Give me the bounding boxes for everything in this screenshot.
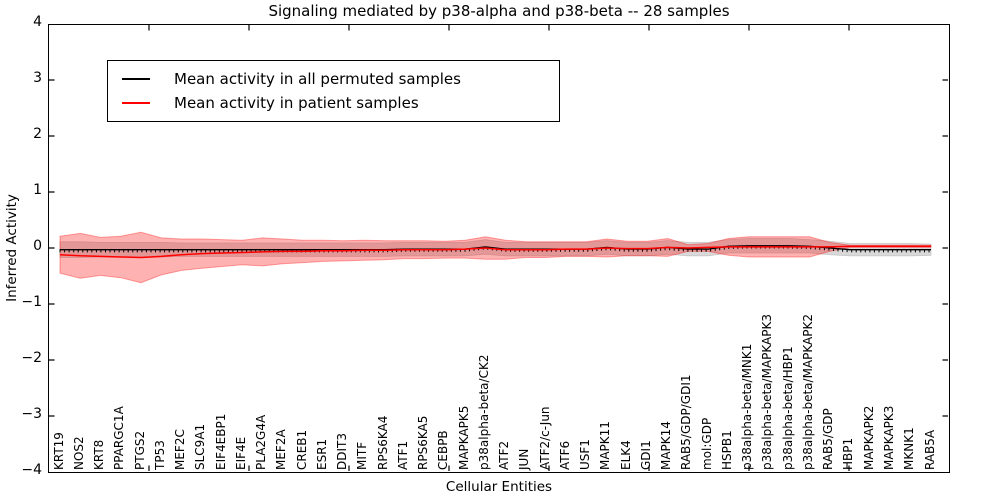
x-tick-label: p38alpha-beta/MNK1 <box>740 343 755 470</box>
x-tick-label: PPARGC1A <box>112 406 127 470</box>
x-tick-label: USF1 <box>578 439 593 470</box>
patient-line-swatch <box>122 102 150 104</box>
x-tick-label: MKNK1 <box>902 427 917 470</box>
x-tick-label: CREB1 <box>294 429 309 470</box>
x-tick-label: ATF2/c-Jun <box>537 406 552 470</box>
legend-label-permuted: Mean activity in all permuted samples <box>174 70 461 88</box>
x-tick-label: CEBPB <box>436 430 451 470</box>
x-tick-label: MEF2C <box>173 429 188 470</box>
x-tick-label: TP53 <box>152 440 167 470</box>
legend: Mean activity in all permuted samples Me… <box>107 60 560 122</box>
legend-item-patient: Mean activity in patient samples <box>108 94 559 112</box>
x-tick-label: KRT19 <box>51 432 66 470</box>
x-tick-label: MEF2A <box>274 429 289 470</box>
y-tick-label: 2 <box>33 126 42 142</box>
x-tick-label: SLC9A1 <box>193 423 208 470</box>
x-tick-label: EIF4E <box>233 436 248 470</box>
y-tick-label: −3 <box>21 406 42 422</box>
y-tick-label: −2 <box>21 350 42 366</box>
x-tick-label: PLA2G4A <box>254 414 269 470</box>
patient-mean-line <box>59 245 931 259</box>
x-tick-label: ATF6 <box>557 440 572 470</box>
x-tick-label: MAPKAPK5 <box>456 405 471 470</box>
x-tick-label: JUN <box>517 448 532 470</box>
x-tick-label: RPS6KA5 <box>416 415 431 470</box>
x-tick-label: PTGS2 <box>132 430 147 470</box>
axis-tick-marks <box>49 25 948 471</box>
x-tick-label: MAPK14 <box>659 421 674 470</box>
y-tick-label: 0 <box>33 238 42 254</box>
x-tick-label: p38alpha-beta/CK2 <box>476 354 491 470</box>
x-tick-label: HBP1 <box>841 437 856 470</box>
x-tick-label: ATF2 <box>497 440 512 470</box>
x-tick-label: p38alpha-beta/MAPKAPK2 <box>800 314 815 470</box>
y-tick-label: −1 <box>21 294 42 310</box>
x-tick-label: MAPKAPK3 <box>881 405 896 470</box>
y-tick-label: 4 <box>33 14 42 30</box>
x-tick-label: KRT8 <box>92 439 106 470</box>
x-tick-label: mol:GDP <box>699 417 714 470</box>
x-axis-label: Cellular Entities <box>445 479 553 495</box>
x-tick-label: RAB5/GDP <box>821 408 836 470</box>
x-tick-label: p38alpha-beta/MAPKAPK3 <box>760 314 775 470</box>
x-tick-label: HSPB1 <box>719 430 734 470</box>
legend-label-patient: Mean activity in patient samples <box>174 94 419 112</box>
x-tick-label: ESR1 <box>314 438 329 470</box>
permuted-line-swatch <box>122 78 150 80</box>
x-tick-label: EIF4EBP1 <box>213 413 228 470</box>
y-tick-label: −4 <box>21 462 42 478</box>
x-tick-label: MITF <box>355 441 370 470</box>
x-tick-label: MAPK11 <box>598 421 613 470</box>
x-tick-label: ATF1 <box>395 440 410 470</box>
plot-area: Mean activity in all permuted samples Me… <box>48 24 950 473</box>
y-tick-label: 1 <box>33 182 42 198</box>
x-tick-label: RAB5A <box>922 429 937 470</box>
chart-title: Signaling mediated by p38-alpha and p38-… <box>268 2 730 20</box>
x-tick-label: NOS2 <box>71 436 86 470</box>
x-tick-label: p38alpha-beta/HBP1 <box>780 346 795 470</box>
x-tick-label: GDI1 <box>638 440 653 470</box>
x-tick-label: DDIT3 <box>335 433 350 470</box>
legend-item-permuted: Mean activity in all permuted samples <box>108 70 559 88</box>
x-tick-label: RAB5/GDP/GDI1 <box>679 374 694 470</box>
chart-canvas <box>49 25 948 471</box>
x-tick-label: RPS6KA4 <box>375 415 390 470</box>
patient-std-band <box>59 231 932 284</box>
y-tick-label: 3 <box>33 70 42 86</box>
x-tick-label: MAPKAPK2 <box>861 405 876 470</box>
x-tick-label: ELK4 <box>618 440 633 470</box>
